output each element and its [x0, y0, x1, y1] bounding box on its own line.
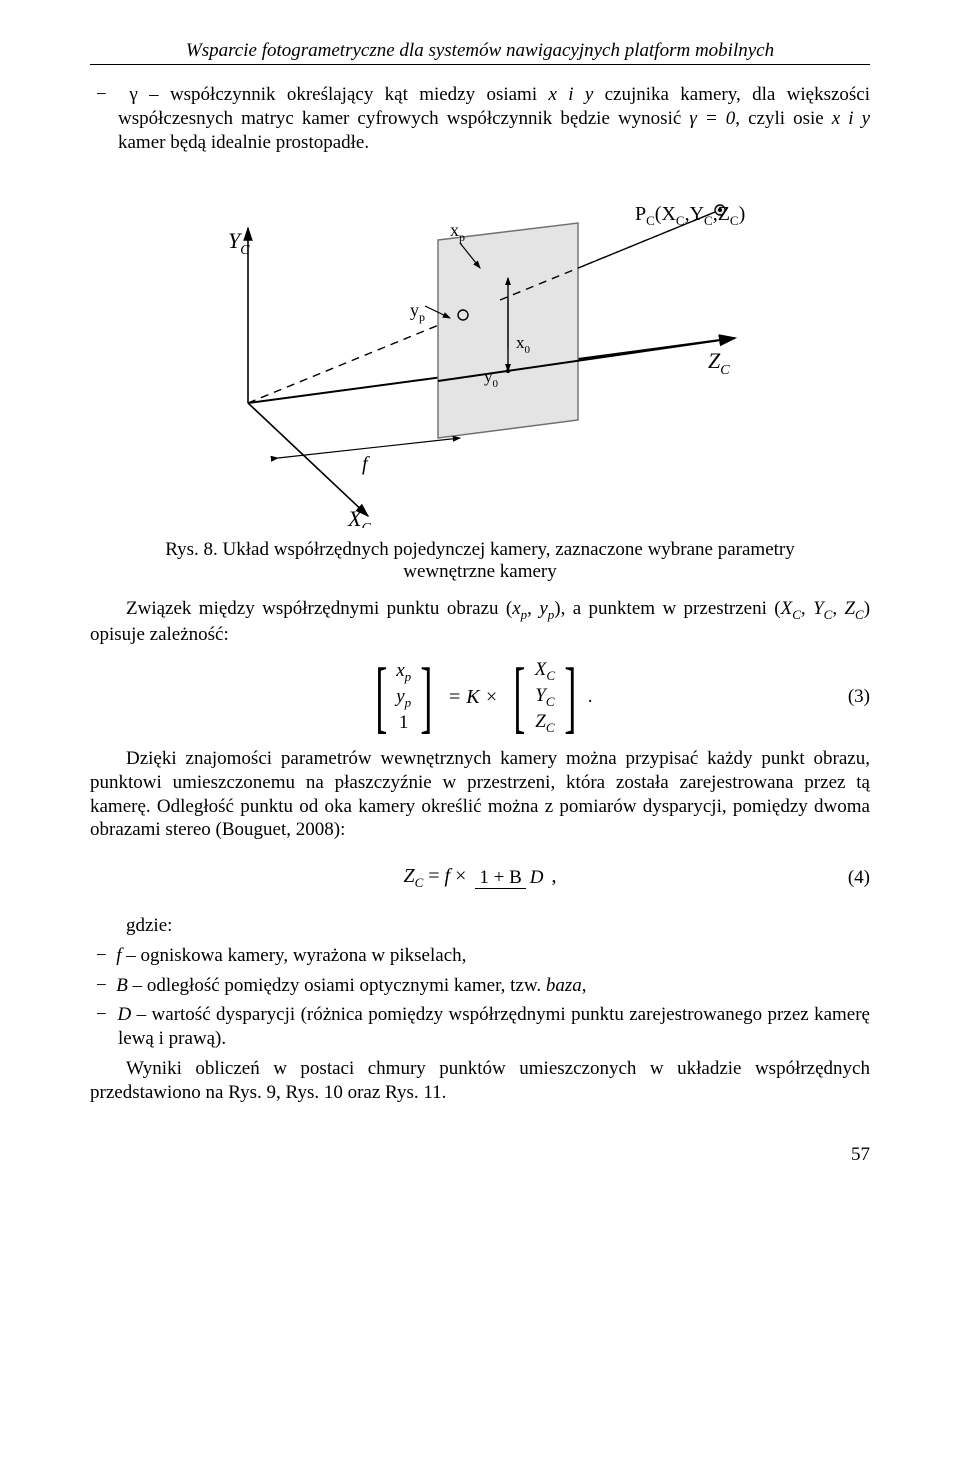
svg-text:PC(XC,YC,ZC): PC(XC,YC,ZC): [635, 203, 745, 228]
svg-text:yp: yp: [410, 300, 425, 324]
gamma0: γ = 0: [689, 108, 735, 129]
svg-text:XC: XC: [347, 506, 371, 528]
camera-coord-diagram: YC XC ZC xp yp x0 y0 f PC(XC,YC,ZC): [160, 168, 800, 528]
para-disparity: Dzięki znajomości parametrów wewnętrznyc…: [90, 747, 870, 842]
figure-8: YC XC ZC xp yp x0 y0 f PC(XC,YC,ZC): [90, 168, 870, 533]
bullet-gamma: − γ – współczynnik określający kąt miedz…: [90, 83, 870, 154]
running-header: Wsparcie fotogrametryczne dla systemów n…: [90, 40, 870, 62]
page-number: 57: [90, 1144, 870, 1166]
txt4: kamer będą idealnie prostopadłe.: [118, 132, 369, 153]
txt3: , czyli osie: [735, 108, 831, 129]
where-B: − B – odległość pomiędzy osiami optyczny…: [90, 974, 870, 998]
where-D: − D – wartość dysparycji (różnica pomięd…: [90, 1003, 870, 1051]
svg-text:YC: YC: [228, 228, 250, 258]
xy2: x i y: [832, 108, 870, 129]
where-label: gdzie:: [90, 914, 870, 938]
figure-8-caption: Rys. 8. Układ współrzędnych pojedynczej …: [90, 539, 870, 583]
eq3-number: (3): [848, 686, 870, 708]
where-f: − f – ogniskowa kamery, wyrażona w pikse…: [90, 944, 870, 968]
equation-4: ZC = f × 1 + BD, (4): [90, 850, 870, 906]
dash: −: [96, 84, 107, 105]
svg-text:ZC: ZC: [708, 348, 730, 378]
equation-3: [ xp yp 1 ] = K × [ XC YC ZC ] . (3): [90, 655, 870, 739]
eq4-number: (4): [848, 867, 870, 889]
para-results: Wyniki obliczeń w postaci chmury punktów…: [90, 1057, 870, 1105]
header-rule: [90, 64, 870, 65]
txt: γ – współczynnik określający kąt miedzy …: [129, 84, 548, 105]
svg-text:f: f: [362, 453, 370, 475]
para-relation: Związek między współrzędnymi punktu obra…: [90, 597, 870, 647]
xy: x i y: [548, 84, 593, 105]
